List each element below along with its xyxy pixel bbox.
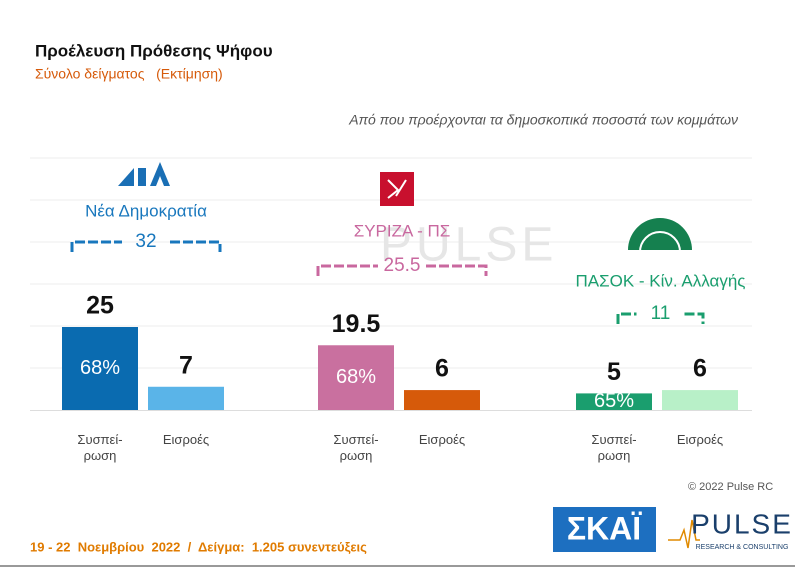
- annotation: Από που προέρχονται τα δημοσκοπικά ποσοσ…: [348, 112, 738, 128]
- x-tick-label: Συσπεί-ρωση: [77, 432, 123, 463]
- total-bracket: [70, 240, 222, 252]
- share-label: 65%: [594, 390, 634, 412]
- watermark: PULSE: [380, 219, 557, 272]
- pasok-logo: [628, 218, 692, 253]
- bar: [576, 393, 652, 410]
- pulse-logo: PULSE: [691, 508, 793, 539]
- value-label: 25: [86, 292, 114, 320]
- syriza-logo: [380, 172, 414, 206]
- pulse-wave: [668, 519, 700, 549]
- total-label: 11: [651, 303, 671, 324]
- total-label: 32: [135, 231, 156, 252]
- series-name: ΣΥΡΙΖΑ - ΠΣ: [354, 221, 451, 240]
- skai-logo: ΣΚΑΪ: [567, 510, 642, 546]
- share-label: 68%: [80, 357, 120, 379]
- x-tick-label: Συσπεί-ρωση: [591, 432, 637, 463]
- total-bracket: [316, 264, 488, 276]
- series-name: ΠΑΣΟΚ - Κίν. Αλλαγής: [576, 271, 746, 290]
- copyright: © 2022 Pulse RC: [688, 481, 773, 493]
- bar: [148, 386, 224, 410]
- nd-logo: [118, 162, 170, 186]
- bar: [318, 345, 394, 410]
- bar: [662, 390, 738, 410]
- x-tick-label: Εισροές: [162, 432, 210, 447]
- total-label: 25.5: [384, 255, 421, 276]
- footer: 19 - 22 Νοεμβρίου 2022 / Δείγμα: 1.205 σ…: [30, 539, 367, 554]
- share-label: 68%: [336, 366, 376, 388]
- value-label: 19.5: [332, 310, 381, 338]
- value-label: 6: [693, 355, 707, 383]
- x-tick-label: Συσπεί-ρωση: [333, 432, 379, 463]
- value-label: 6: [435, 355, 449, 383]
- x-tick-label: Εισροές: [676, 432, 724, 447]
- bar: [404, 390, 480, 410]
- value-label: 5: [607, 358, 621, 386]
- chart-title: Προέλευση Πρόθεσης Ψήφου: [35, 41, 273, 60]
- value-label: 7: [179, 351, 193, 379]
- series-name: Νέα Δημοκρατία: [85, 201, 207, 220]
- skai-logo-box: [553, 507, 656, 552]
- x-tick-label: Εισροές: [418, 432, 466, 447]
- bar: [62, 327, 138, 410]
- pulse-logo-sub: RESEARCH & CONSULTING: [696, 544, 789, 551]
- chart-subtitle: Σύνολο δείγματος (Εκτίμηση): [35, 66, 223, 82]
- total-bracket: [616, 312, 705, 324]
